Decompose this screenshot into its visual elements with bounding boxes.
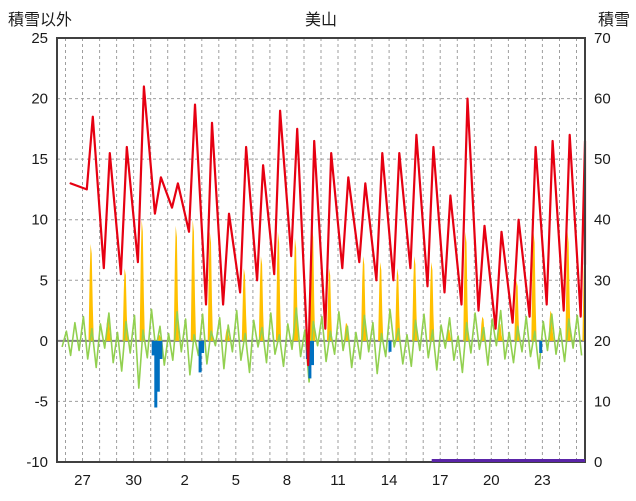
x-tick-label: 11	[330, 472, 346, 489]
sunshine-spike	[395, 268, 401, 341]
x-tick-label: 14	[381, 472, 398, 489]
left-tick-label: 5	[40, 272, 48, 289]
x-tick-label: 2	[181, 472, 189, 489]
x-tick-label: 20	[483, 472, 500, 489]
sunshine-spike	[309, 225, 316, 341]
sunshine-spike	[207, 231, 213, 341]
sunshine-spike	[258, 256, 265, 341]
left-tick-label: 10	[31, 212, 48, 229]
sunshine-spike	[429, 262, 435, 341]
x-tick-label: 23	[534, 472, 551, 489]
sunshine-spike	[139, 219, 145, 341]
sunshine-spike	[190, 219, 196, 341]
left-tick-label: -10	[26, 454, 48, 471]
right-tick-label: 10	[594, 393, 611, 410]
sunshine-spike	[327, 268, 333, 341]
x-tick-label: 5	[232, 472, 240, 489]
right-tick-label: 20	[594, 333, 611, 350]
left-tick-label: -5	[35, 393, 48, 410]
left-tick-label: 0	[40, 333, 48, 350]
station-title: 美山	[304, 12, 337, 29]
sunshine-spike	[88, 243, 94, 341]
right-tick-label: 60	[594, 91, 611, 108]
x-tick-label: 17	[432, 472, 449, 489]
left-axis-title: 積雪以外	[8, 12, 73, 29]
right-tick-label: 40	[594, 212, 611, 229]
sunshine-spike	[497, 322, 503, 341]
plot-border	[56, 37, 586, 463]
x-tick-label: 27	[74, 472, 91, 489]
sunshine-spike	[412, 256, 418, 341]
sunshine-spike	[378, 262, 384, 341]
right-tick-label: 70	[594, 30, 611, 47]
temperature-line	[69, 85, 587, 367]
sunshine-spike	[463, 231, 469, 341]
left-tick-label: 15	[31, 151, 48, 168]
sunshine-spike	[565, 231, 571, 341]
sunshine-spike	[241, 268, 248, 341]
x-tick-label: 8	[283, 472, 291, 489]
right-tick-label: 0	[594, 454, 602, 471]
sunshine-spike	[531, 231, 537, 341]
right-axis-title: 積雪	[597, 12, 630, 29]
x-tick-label: 30	[125, 472, 142, 489]
left-tick-label: 25	[31, 30, 48, 47]
wind-line	[61, 307, 583, 389]
right-tick-label: 30	[594, 272, 611, 289]
right-tick-label: 50	[594, 151, 611, 168]
left-tick-label: 20	[31, 91, 48, 108]
sunshine-spike	[275, 231, 282, 341]
